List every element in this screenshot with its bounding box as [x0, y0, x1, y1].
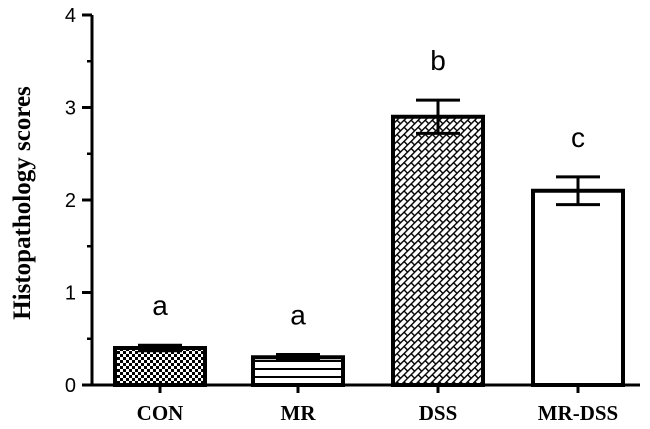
- y-axis: 0 1 2 3 4: [65, 5, 94, 397]
- x-tick-label-2: DSS: [419, 401, 458, 425]
- significance-label-3: c: [571, 122, 585, 153]
- significance-label-2: b: [430, 45, 446, 76]
- error-bars: [138, 98, 600, 362]
- significance-label-1: a: [290, 299, 306, 330]
- y-axis-title: Histopathology scores: [9, 86, 36, 320]
- y-tick-label-1: 1: [65, 283, 76, 305]
- bar-mr-dss: [531, 188, 625, 387]
- significance-label-0: a: [152, 290, 168, 321]
- y-tick-label-3: 3: [65, 98, 76, 120]
- bar-mr: [251, 355, 345, 387]
- x-tick-label-1: MR: [281, 401, 317, 425]
- y-tick-label-0: 0: [65, 375, 76, 397]
- bar-dss: [391, 114, 485, 387]
- y-tick-label-2: 2: [65, 190, 76, 212]
- x-tick-label-3: MR-DSS: [538, 401, 619, 425]
- y-tick-label-4: 4: [65, 5, 76, 27]
- bars: [113, 114, 625, 387]
- bar-con: [113, 346, 207, 387]
- x-tick-label-0: CON: [137, 401, 184, 425]
- category-labels: CON MR DSS MR-DSS: [137, 401, 619, 425]
- significance-labels: a a b c: [152, 45, 585, 330]
